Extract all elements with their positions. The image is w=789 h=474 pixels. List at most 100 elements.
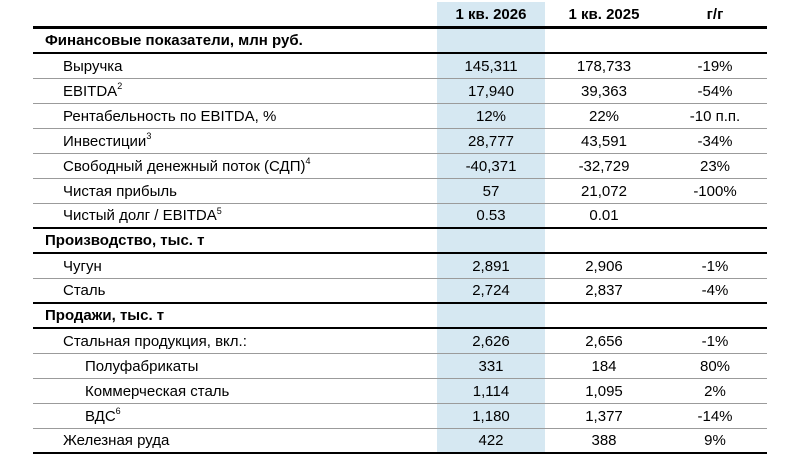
section-title: Продажи, тыс. т [45, 307, 165, 324]
value-current-period: -40,371 [437, 154, 545, 178]
row-label-text: ВДС [85, 407, 116, 425]
row-label: Инвестиции 3 [63, 131, 152, 150]
table-row-commercial-steel: Коммерческая сталь 1,114 1,095 2% [33, 379, 767, 404]
column-header-row: 1 кв. 2026 1 кв. 2025 г/г [33, 2, 767, 29]
row-label-text: Выручка [63, 57, 123, 75]
table-row-ebitda-margin: Рентабельность по EBITDA, % 12% 22% -10 … [33, 104, 767, 129]
row-label-text: Чугун [63, 257, 102, 275]
value-yoy: -10 п.п. [689, 107, 741, 125]
row-label: Чистый долг / EBITDA 5 [63, 205, 222, 224]
row-label: EBITDA 2 [63, 81, 123, 100]
value-current-period: 2,724 [437, 279, 545, 302]
empty-cell [545, 304, 663, 327]
empty-cell [663, 229, 767, 252]
value-prior-period: 0.01 [589, 207, 619, 224]
row-label: Полуфабрикаты [33, 354, 437, 378]
table-row-semi-finished: Полуфабрикаты 331 184 80% [33, 354, 767, 379]
section-header-financial-indicators: Финансовые показатели, млн руб. [33, 29, 767, 54]
value-yoy: -100% [693, 182, 737, 200]
highlight-band [437, 29, 545, 52]
highlight-band [437, 229, 545, 252]
table-row-pig-iron: Чугун 2,891 2,906 -1% [33, 254, 767, 279]
row-label-text: Чистая прибыль [63, 182, 177, 200]
table-row-iron-ore: Железная руда 422 388 9% [33, 429, 767, 454]
value-current-period: 57 [437, 179, 545, 203]
empty-cell [545, 229, 663, 252]
empty-cell [663, 29, 767, 52]
row-label: Рентабельность по EBITDA, % [33, 104, 437, 128]
value-prior-period: 2,656 [585, 332, 623, 350]
row-label-text: Чистый долг / EBITDA [63, 207, 217, 224]
value-yoy: -54% [697, 82, 733, 100]
value-current-period: 2,891 [437, 254, 545, 278]
value-current-period: 0.53 [437, 204, 545, 227]
table-row-steel: Сталь 2,724 2,837 -4% [33, 279, 767, 304]
value-yoy: 80% [699, 357, 731, 375]
value-prior-period: -32,729 [578, 157, 630, 175]
table-row-revenue: Выручка 145,311 178,733 -19% [33, 54, 767, 79]
row-label: Железная руда [33, 429, 437, 452]
value-current-period: 331 [437, 354, 545, 378]
financial-results-table: 1 кв. 2026 1 кв. 2025 г/г Финансовые пок… [33, 2, 767, 454]
row-label-text: Коммерческая сталь [85, 382, 230, 400]
col-header-current-period: 1 кв. 2026 [437, 2, 545, 26]
row-label: Чугун [33, 254, 437, 278]
value-current-period: 145,311 [437, 54, 545, 78]
value-yoy: 23% [699, 157, 731, 175]
value-prior-period: 39,363 [581, 82, 627, 100]
row-label-text: Железная руда [63, 432, 170, 449]
table-row-capex: Инвестиции 3 28,777 43,591 -34% [33, 129, 767, 154]
table-row-steel-products: Стальная продукция, вкл.: 2,626 2,656 -1… [33, 329, 767, 354]
row-label: Сталь [33, 279, 437, 302]
value-prior-period: 21,072 [581, 182, 627, 200]
empty-cell [663, 304, 767, 327]
value-current-period: 1,114 [437, 379, 545, 403]
empty-cell [545, 29, 663, 52]
col-header-prior-period: 1 кв. 2025 [568, 5, 640, 23]
value-yoy: -4% [701, 282, 729, 299]
row-label-text: EBITDA [63, 82, 118, 100]
row-label-text: Полуфабрикаты [85, 357, 199, 375]
value-prior-period: 178,733 [576, 57, 632, 75]
col-header-yoy: г/г [706, 5, 724, 23]
value-prior-period: 184 [591, 357, 617, 375]
value-yoy: -19% [697, 57, 733, 75]
value-yoy [663, 204, 767, 227]
section-header-production: Производство, тыс. т [33, 229, 767, 254]
value-yoy: -1% [701, 332, 729, 350]
table-row-net-profit: Чистая прибыль 57 21,072 -100% [33, 179, 767, 204]
value-prior-period: 2,837 [585, 282, 623, 299]
row-label: Выручка [33, 54, 437, 78]
table-row-free-cash-flow: Свободный денежный поток (СДП) 4 -40,371 … [33, 154, 767, 179]
row-label-text: Сталь [63, 282, 106, 299]
row-label: ВДС 6 [85, 406, 121, 425]
row-label-text: Свободный денежный поток (СДП) [63, 157, 306, 175]
highlight-band [437, 304, 545, 327]
value-prior-period: 2,906 [585, 257, 623, 275]
value-yoy: 9% [704, 432, 726, 449]
value-current-period: 2,626 [437, 329, 545, 353]
row-label-text: Инвестиции [63, 132, 147, 150]
row-label: Коммерческая сталь [33, 379, 437, 403]
row-label-text: Рентабельность по EBITDA, % [63, 107, 277, 125]
empty-cell [33, 2, 437, 26]
value-yoy: 2% [704, 382, 726, 400]
section-title: Финансовые показатели, млн руб. [45, 32, 303, 49]
value-current-period: 422 [437, 429, 545, 452]
value-prior-period: 22% [588, 107, 620, 125]
value-yoy: -34% [697, 132, 733, 150]
row-label: Стальная продукция, вкл.: [33, 329, 437, 353]
value-prior-period: 1,095 [585, 382, 623, 400]
table-row-hva: ВДС 6 1,180 1,377 -14% [33, 404, 767, 429]
table-row-net-debt-ebitda: Чистый долг / EBITDA 5 0.53 0.01 [33, 204, 767, 229]
row-label: Чистая прибыль [33, 179, 437, 203]
value-yoy: -14% [697, 407, 733, 425]
value-yoy: -1% [701, 257, 729, 275]
value-current-period: 17,940 [437, 79, 545, 103]
row-label: Свободный денежный поток (СДП) 4 [63, 156, 311, 175]
value-current-period: 28,777 [437, 129, 545, 153]
value-prior-period: 388 [591, 432, 617, 449]
section-title: Производство, тыс. т [45, 232, 205, 249]
value-prior-period: 1,377 [585, 407, 623, 425]
